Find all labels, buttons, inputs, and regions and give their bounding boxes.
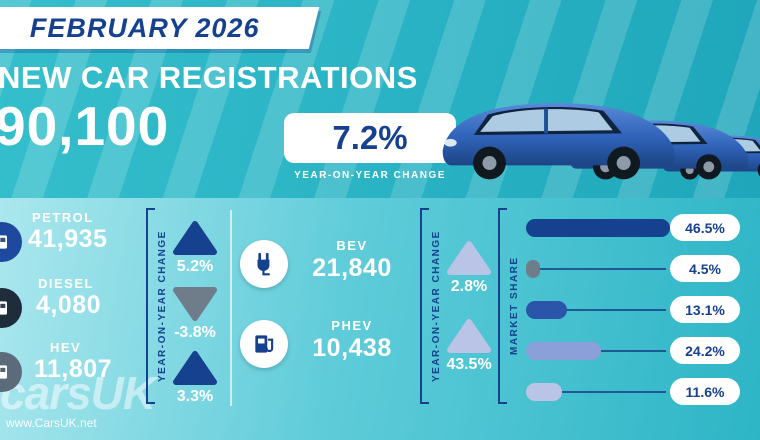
- car-illustration: [442, 103, 760, 180]
- yoy-axis-left-text: YEAR-ON-YEAR CHANGE: [157, 230, 168, 382]
- market-share-row: 13.1%: [526, 296, 740, 324]
- bev-share-value: 24.2%: [670, 337, 740, 364]
- market-share-row: 4.5%: [526, 255, 740, 283]
- diesel-share-value: 4.5%: [670, 255, 740, 282]
- bar-leader-line: [528, 391, 666, 393]
- phev-value: 10,438: [312, 334, 392, 362]
- month-banner: FEBRUARY 2026: [0, 7, 320, 49]
- axis-bracket: [146, 208, 155, 404]
- bar-leader-line: [528, 309, 666, 311]
- yoy-change-value: 7.2%: [332, 119, 408, 156]
- stats-section: carsUK www.CarsUK.net PETROL 41,935 DIES…: [0, 198, 760, 440]
- watermark-url: www.CarsUK.net: [6, 416, 97, 430]
- axis-bracket: [498, 208, 507, 404]
- total-registrations: 90,100: [0, 95, 170, 157]
- yoy-axis-right-text: YEAR-ON-YEAR CHANGE: [431, 230, 442, 382]
- hev-share-bar: [526, 301, 567, 319]
- market-share-row: 24.2%: [526, 337, 740, 365]
- yoy-axis-right: YEAR-ON-YEAR CHANGE: [420, 208, 442, 404]
- charging-plug-icon: [240, 240, 288, 288]
- diesel-down-arrow-icon: [172, 286, 218, 322]
- market-share-row: 11.6%: [526, 378, 740, 406]
- market-share-axis: MARKET SHARE: [498, 208, 520, 404]
- diesel-change: -3.8%: [174, 324, 216, 341]
- fuel-pump-icon: [0, 222, 22, 262]
- petrol-share-bar: [526, 219, 671, 237]
- yoy-axis-left: YEAR-ON-YEAR CHANGE: [146, 208, 168, 404]
- phev-share-bar: [526, 383, 562, 401]
- phev-change: 43.5%: [446, 356, 492, 373]
- bev-change: 2.8%: [450, 278, 488, 295]
- market-share-axis-text: MARKET SHARE: [509, 256, 520, 356]
- page-title: NEW CAR REGISTRATIONS: [0, 60, 418, 95]
- hev-up-arrow-icon: [172, 350, 218, 386]
- market-share-chart: 46.5% 4.5% 13.1% 24.2% 11.6%: [526, 214, 740, 406]
- fuel-pump-icon: [0, 288, 22, 328]
- petrol-share-value: 46.5%: [670, 214, 740, 241]
- section-divider: [230, 210, 232, 406]
- yoy-change-label: YEAR-ON-YEAR CHANGE: [294, 170, 446, 181]
- petrol-value: 41,935: [28, 225, 108, 253]
- yoy-change-box: 7.2%: [284, 113, 456, 163]
- hev-change: 3.3%: [176, 388, 214, 405]
- diesel-value: 4,080: [36, 291, 102, 319]
- bev-share-bar: [526, 342, 602, 360]
- diesel-share-bar: [526, 260, 540, 278]
- pump-plug-icon: [240, 320, 288, 368]
- month-banner-text: FEBRUARY 2026: [30, 12, 260, 43]
- petrol-label: PETROL: [32, 210, 94, 225]
- top-section: FEBRUARY 2026 NEW CAR REGISTRATIONS 90,1…: [0, 0, 760, 200]
- phev-up-arrow-icon: [446, 318, 492, 354]
- watermark-logo: carsUK: [0, 367, 156, 419]
- market-share-row: 46.5%: [526, 214, 740, 242]
- fuel-pump-icon: [0, 352, 22, 392]
- phev-label: PHEV: [331, 318, 373, 333]
- axis-bracket: [420, 208, 429, 404]
- hev-value: 11,807: [34, 355, 113, 383]
- phev-share-value: 11.6%: [670, 378, 740, 405]
- bev-up-arrow-icon: [446, 240, 492, 276]
- bev-label: BEV: [336, 238, 368, 253]
- bar-leader-line: [528, 268, 666, 270]
- hev-label: HEV: [50, 340, 82, 355]
- petrol-change: 5.2%: [176, 258, 214, 275]
- bev-value: 21,840: [312, 254, 392, 282]
- petrol-up-arrow-icon: [172, 220, 218, 256]
- diesel-label: DIESEL: [38, 276, 94, 291]
- hev-share-value: 13.1%: [670, 296, 740, 323]
